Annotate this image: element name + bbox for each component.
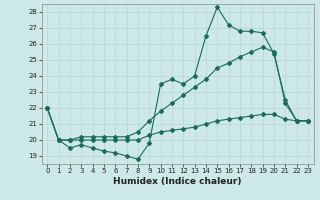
- X-axis label: Humidex (Indice chaleur): Humidex (Indice chaleur): [113, 177, 242, 186]
